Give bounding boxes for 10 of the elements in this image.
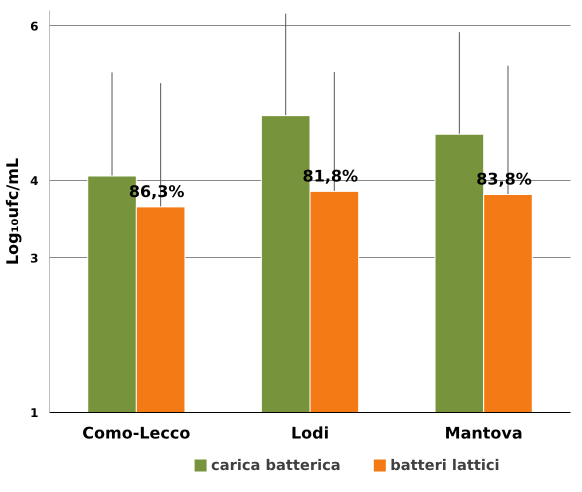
y-tick-label: 1 bbox=[30, 406, 39, 420]
y-axis-title: Log₁₀ufc/mL bbox=[3, 158, 22, 266]
y-tick-label: 4 bbox=[30, 174, 39, 188]
y-tick-label: 3 bbox=[30, 251, 39, 266]
x-tick-label: Como-Lecco bbox=[82, 424, 190, 442]
x-tick-label: Lodi bbox=[290, 424, 330, 442]
y-tick-label: 6 bbox=[30, 19, 39, 34]
legend-label: batteri lattici bbox=[390, 457, 500, 474]
legend-label: carica batterica bbox=[211, 457, 341, 474]
x-tick-label: Mantova bbox=[444, 424, 523, 442]
